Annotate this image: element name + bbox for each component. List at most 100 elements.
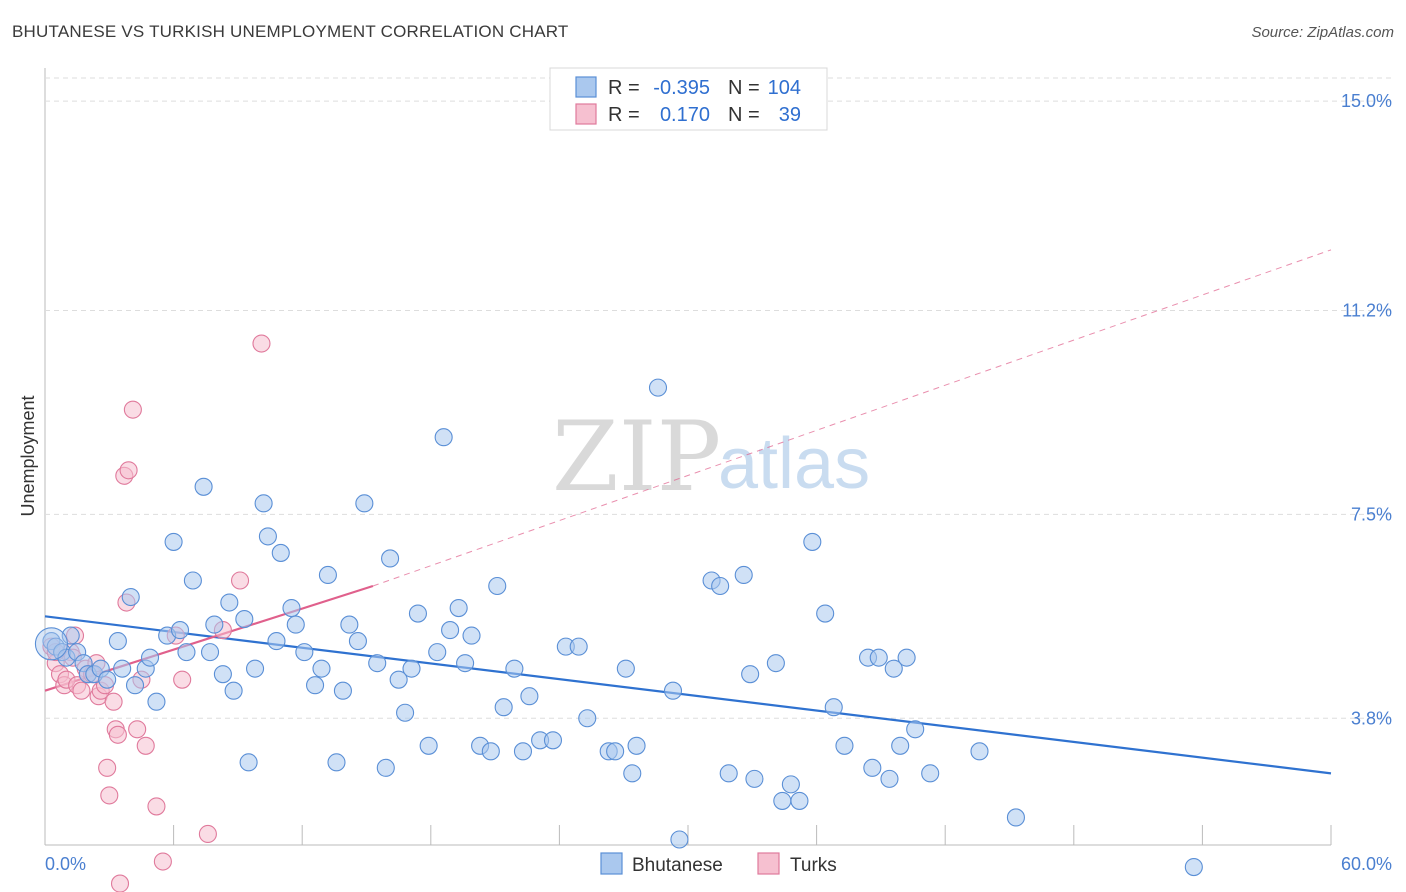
- bhutanese-point: [327, 753, 346, 772]
- bhutanese-point: [113, 659, 132, 678]
- turks-point: [173, 670, 192, 689]
- y-tick-label: 11.2%: [1342, 300, 1392, 320]
- x-tick-label-min: 0.0%: [45, 854, 86, 874]
- bhutanese-point: [381, 549, 400, 568]
- bhutanese-point: [803, 532, 822, 551]
- turks-point: [252, 334, 271, 353]
- x-tick-label-max: 60.0%: [1341, 854, 1392, 874]
- legend-n-value-1: 104: [768, 77, 801, 99]
- bhutanese-point: [670, 830, 689, 849]
- bhutanese-point: [389, 670, 408, 689]
- legend-swatch-turks: [575, 103, 597, 125]
- bhutanese-point: [734, 565, 753, 585]
- bhutanese-point: [606, 742, 625, 761]
- turks-point: [119, 461, 138, 480]
- bhutanese-point: [627, 736, 646, 755]
- bhutanese-point: [333, 681, 352, 700]
- bhutanese-point: [125, 676, 145, 695]
- bhutanese-point: [711, 576, 730, 596]
- bhutanese-trend-line: [44, 615, 1332, 775]
- bhutanese-point: [194, 477, 213, 496]
- bhutanese-point: [773, 791, 792, 810]
- turks-point: [104, 692, 123, 711]
- bhutanese-point: [428, 643, 447, 662]
- bhutanese-point: [170, 621, 190, 640]
- bhutanese-point: [520, 687, 539, 706]
- bhutanese-point: [616, 659, 635, 678]
- bhutanese-point: [368, 654, 387, 673]
- bhutanese-point: [434, 428, 453, 447]
- turks-points: [42, 334, 271, 892]
- turks-point: [230, 571, 250, 590]
- bhutanese-point: [355, 494, 374, 513]
- turks-point: [108, 725, 127, 744]
- bhutanese-point: [824, 698, 843, 717]
- bhutanese-point: [267, 632, 286, 651]
- bhutanese-point: [271, 543, 290, 562]
- bhutanese-point: [164, 532, 183, 551]
- bhutanese-point: [663, 681, 683, 700]
- bhutanese-point: [441, 621, 460, 640]
- bottom-legend-label-bhutanese: Bhutanese: [632, 855, 723, 876]
- turks-point: [128, 720, 147, 739]
- bhutanese-point: [205, 615, 224, 634]
- bhutanese-point: [239, 753, 258, 772]
- turks-point: [98, 758, 117, 777]
- bhutanese-point: [147, 692, 166, 711]
- legend-swatch-bhutanese: [575, 76, 597, 98]
- bhutanese-point: [1006, 808, 1025, 827]
- bhutanese-point: [719, 764, 738, 783]
- bhutanese-point: [505, 659, 524, 678]
- bhutanese-point: [419, 736, 438, 755]
- bhutanese-point: [200, 643, 220, 662]
- bhutanese-point: [318, 565, 337, 585]
- y-tick-label: 7.5%: [1351, 504, 1392, 524]
- bhutanese-point: [108, 632, 127, 651]
- bhutanese-point: [766, 654, 785, 673]
- bhutanese-point: [295, 643, 314, 662]
- bhutanese-point: [781, 775, 800, 794]
- bhutanese-point: [462, 626, 481, 645]
- turks-point: [100, 786, 119, 805]
- bhutanese-point: [235, 610, 254, 629]
- bhutanese-point: [286, 615, 305, 634]
- bhutanese-point: [513, 742, 533, 761]
- legend-r-label-1: R =: [608, 77, 640, 99]
- bhutanese-point: [312, 659, 331, 678]
- bhutanese-point: [906, 720, 925, 739]
- bhutanese-point: [494, 698, 513, 717]
- bhutanese-point: [183, 571, 202, 590]
- chart-title: BHUTANESE VS TURKISH UNEMPLOYMENT CORREL…: [12, 22, 569, 41]
- legend-r-value-1: -0.395: [653, 77, 710, 99]
- bhutanese-point: [863, 758, 882, 777]
- watermark-atlas: atlas: [718, 424, 870, 504]
- bottom-legend-label-turks: Turks: [790, 855, 837, 876]
- bhutanese-point-cluster: [34, 627, 68, 661]
- bhutanese-point: [140, 648, 160, 667]
- bhutanese-point: [282, 598, 301, 618]
- bhutanese-point: [578, 709, 597, 728]
- bhutanese-point: [213, 665, 232, 684]
- bhutanese-point: [245, 659, 265, 678]
- bhutanese-point: [869, 648, 888, 667]
- bhutanese-point: [121, 587, 140, 607]
- bhutanese-point: [306, 676, 325, 695]
- source-label: Source: ZipAtlas.com: [1251, 24, 1394, 41]
- bhutanese-point: [569, 637, 588, 656]
- bhutanese-point: [543, 731, 563, 750]
- y-tick-label: 3.8%: [1351, 708, 1392, 728]
- bhutanese-point: [254, 494, 273, 513]
- bhutanese-point: [481, 742, 500, 761]
- turks-point: [198, 824, 217, 844]
- turks-point: [153, 852, 172, 871]
- bhutanese-point: [891, 736, 910, 755]
- turks-trend-extension: [372, 249, 1332, 587]
- turks-point: [110, 874, 130, 892]
- bhutanese-point: [396, 703, 415, 722]
- bottom-legend-swatch-turks: [757, 852, 780, 875]
- bhutanese-point: [921, 764, 940, 783]
- turks-point: [72, 681, 91, 700]
- legend-r-value-2: 0.170: [660, 104, 710, 126]
- bhutanese-point: [970, 742, 989, 761]
